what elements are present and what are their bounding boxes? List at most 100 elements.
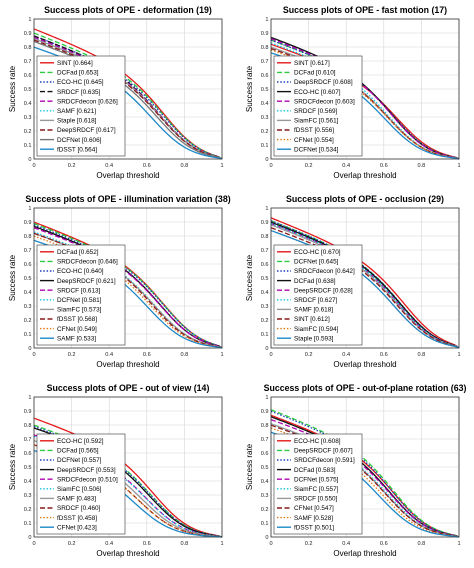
- legend-entry: fDSST [0.564]: [57, 146, 97, 153]
- y-tick-label: 0.3: [261, 115, 269, 121]
- y-tick-label: 0.9: [261, 31, 269, 37]
- chart-svg: 0 0.2 0.4 0.6 0.8 1 0 0.1 0.2 0.3 0.4 0.5 0.6 0.7 0.8 0…: [8, 383, 224, 558]
- x-tick-label: 0.2: [68, 163, 76, 169]
- y-tick-label: 0.4: [261, 479, 269, 485]
- y-tick-label: 0.2: [24, 318, 32, 324]
- legend-entry: SRDCFdecon [0.510]: [57, 476, 118, 483]
- y-tick-label: 0.2: [24, 129, 32, 135]
- chart-svg: 0 0.2 0.4 0.6 0.8 1 0 0.1 0.2 0.3 0.4 0.5 0.6 0.7 0.8 0…: [8, 194, 231, 369]
- legend-entry: SRDCFdecon [0.642]: [294, 268, 355, 275]
- legend-entry: DCFNet [0.581]: [57, 297, 102, 304]
- chart-svg: 0 0.2 0.4 0.6 0.8 1 0 0.1 0.2 0.3 0.4 0.5 0.6 0.7 0.8 0…: [245, 383, 466, 558]
- series-line: [33, 36, 223, 160]
- series-line: [33, 40, 223, 160]
- y-tick-label: 0.3: [261, 493, 269, 499]
- legend-entry: SiamFC [0.506]: [57, 486, 102, 493]
- series-line: [33, 221, 223, 349]
- chart-title: Success plots of OPE - occlusion (29): [286, 194, 444, 204]
- x-tick-label: 0: [32, 352, 35, 358]
- y-tick-label: 0.9: [24, 409, 32, 415]
- x-tick-label: 1: [220, 352, 223, 358]
- x-tick-label: 0: [32, 541, 35, 547]
- legend-entry: CFNet [0.423]: [57, 524, 97, 531]
- y-tick-label: 0.8: [261, 234, 269, 240]
- y-axis-label: Success rate: [8, 254, 17, 301]
- x-tick-label: 0: [269, 352, 272, 358]
- x-tick-label: 1: [457, 163, 460, 169]
- legend-entry: DeepSRDCF [0.607]: [294, 448, 353, 455]
- chart-title: Success plots of OPE - deformation (19): [44, 5, 212, 15]
- y-tick-label: 0.4: [24, 101, 32, 107]
- y-tick-label: 0.8: [261, 45, 269, 51]
- series-line: [270, 221, 460, 349]
- legend-entry: SRDCF [0.550]: [294, 496, 338, 503]
- series-line: [270, 227, 460, 349]
- legend-entry: ECO-HC [0.607]: [294, 89, 341, 96]
- legend-entry: Staple [0.593]: [294, 335, 334, 342]
- axes-box: [270, 207, 460, 349]
- legend-entry: DCFad [0.583]: [294, 467, 336, 474]
- legend-entry: SRDCF [0.460]: [57, 505, 101, 512]
- legend-entry: SAMF [0.621]: [57, 108, 96, 115]
- legend-entry: ECO-HC [0.592]: [57, 438, 104, 445]
- y-tick-label: 0.4: [24, 290, 32, 296]
- y-tick-label: 0.6: [261, 451, 269, 457]
- x-tick-label: 0.4: [342, 163, 350, 169]
- x-tick-label: 0.4: [105, 163, 113, 169]
- y-tick-label: 0.9: [261, 409, 269, 415]
- series-line: [270, 224, 460, 349]
- y-axis-label: Success rate: [245, 443, 254, 490]
- legend-entry: ECO-HC [0.608]: [294, 438, 341, 445]
- y-axis-label: Success rate: [245, 65, 254, 112]
- legend-box: [273, 55, 363, 157]
- series-line: [33, 444, 223, 538]
- x-tick-label: 0: [269, 163, 272, 169]
- legend-entry: DCFNet [0.645]: [294, 259, 339, 266]
- y-tick-label: 0.6: [24, 451, 32, 457]
- x-tick-label: 0.6: [143, 163, 151, 169]
- y-tick-label: 0.7: [261, 59, 269, 65]
- legend-entry: SRDCFdecon [0.626]: [57, 98, 118, 105]
- y-tick-label: 0.1: [261, 521, 269, 527]
- series-line: [33, 227, 223, 349]
- series-line: [33, 32, 223, 160]
- x-tick-label: 0.8: [181, 163, 189, 169]
- x-tick-label: 0.4: [105, 541, 113, 547]
- y-tick-label: 1: [265, 206, 268, 212]
- x-axis-label: Overlap threshold: [333, 360, 396, 369]
- legend-entry: SRDCF [0.613]: [57, 287, 101, 294]
- legend-entry: SRDCFdecon [0.591]: [294, 457, 355, 464]
- y-tick-label: 0.2: [24, 507, 32, 513]
- legend-entry: DCFad [0.638]: [294, 278, 336, 285]
- y-tick-label: 0.1: [261, 332, 269, 338]
- y-tick-label: 0.1: [261, 143, 269, 149]
- series-line: [270, 229, 460, 349]
- series-line: [33, 225, 223, 349]
- x-tick-label: 0.2: [305, 352, 313, 358]
- y-tick-label: 0.5: [261, 87, 269, 93]
- legend-entry: DeepSRDCF [0.617]: [57, 127, 116, 134]
- legend-entry: DCFNet [0.557]: [57, 457, 102, 464]
- legend-entry: SAMF [0.528]: [294, 515, 333, 522]
- x-tick-label: 0.6: [380, 352, 388, 358]
- y-tick-label: 0.2: [261, 129, 269, 135]
- x-tick-label: 0.6: [143, 541, 151, 547]
- chart-panel: 0 0.2 0.4 0.6 0.8 1 0 0.1 0.2 0.3 0.4 0.5 0.6 0.7 0.8 0…: [0, 0, 237, 189]
- y-tick-label: 0.7: [24, 437, 32, 443]
- x-axis-label: Overlap threshold: [333, 171, 396, 180]
- series-line: [33, 35, 223, 160]
- y-axis-label: Success rate: [8, 65, 17, 112]
- y-tick-label: 0: [28, 346, 31, 352]
- legend-entry: CFNet [0.554]: [294, 137, 334, 144]
- legend-entry: DeepSRDCF [0.621]: [57, 278, 116, 285]
- legend-entry: SiamFC [0.561]: [294, 118, 339, 125]
- y-tick-label: 0.5: [24, 465, 32, 471]
- chart-panel: 0 0.2 0.4 0.6 0.8 1 0 0.1 0.2 0.3 0.4 0.5 0.6 0.7 0.8 0…: [237, 0, 474, 189]
- y-tick-label: 1: [28, 395, 31, 401]
- y-tick-label: 0.3: [24, 304, 32, 310]
- y-tick-label: 0: [265, 346, 268, 352]
- axes-box: [270, 18, 460, 160]
- y-tick-label: 0.3: [261, 304, 269, 310]
- x-tick-label: 0.2: [305, 541, 313, 547]
- y-tick-label: 0.8: [24, 45, 32, 51]
